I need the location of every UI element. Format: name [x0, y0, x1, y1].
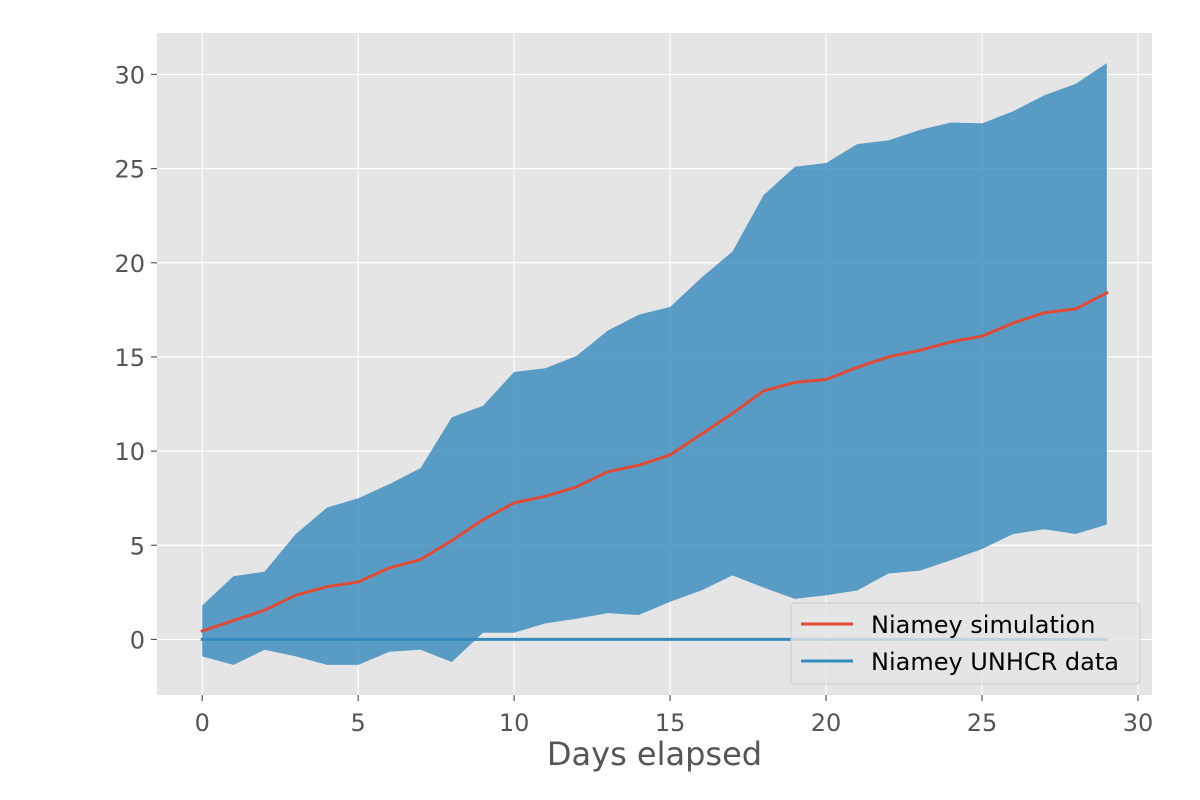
x-axis-label: Days elapsed	[547, 735, 762, 773]
uncertainty-band	[202, 63, 1107, 665]
y-tick-label: 25	[114, 156, 145, 184]
x-tick-label: 5	[351, 709, 366, 737]
legend-box	[790, 602, 1141, 685]
x-tick-label: 30	[1123, 709, 1154, 737]
legend-label-1: Niamey UNHCR data	[871, 648, 1119, 676]
x-tick-label: 0	[195, 709, 210, 737]
y-tick-label: 5	[130, 532, 145, 560]
x-tick-label: 10	[499, 709, 530, 737]
series-line-0	[200, 290, 1109, 633]
y-tick-label: 15	[114, 344, 145, 372]
legend: Niamey simulation Niamey UNHCR data	[790, 602, 1141, 685]
y-tick-label: 0	[130, 626, 145, 654]
y-tick-label: 30	[114, 61, 145, 89]
x-axis-ticks: 0 5 10 15 20 25 30	[195, 695, 1154, 737]
legend-label-0: Niamey simulation	[871, 611, 1095, 639]
uncertainty-band-layer	[202, 63, 1107, 665]
y-axis-ticks: 0 5 10 15 20 25 30	[114, 61, 157, 654]
y-tick-label: 10	[114, 438, 145, 466]
x-tick-label: 25	[967, 709, 998, 737]
y-tick-label: 20	[114, 250, 145, 278]
legend-items: Niamey simulation Niamey UNHCR data	[801, 611, 1119, 676]
x-tick-label: 15	[655, 709, 686, 737]
x-tick-label: 20	[811, 709, 842, 737]
